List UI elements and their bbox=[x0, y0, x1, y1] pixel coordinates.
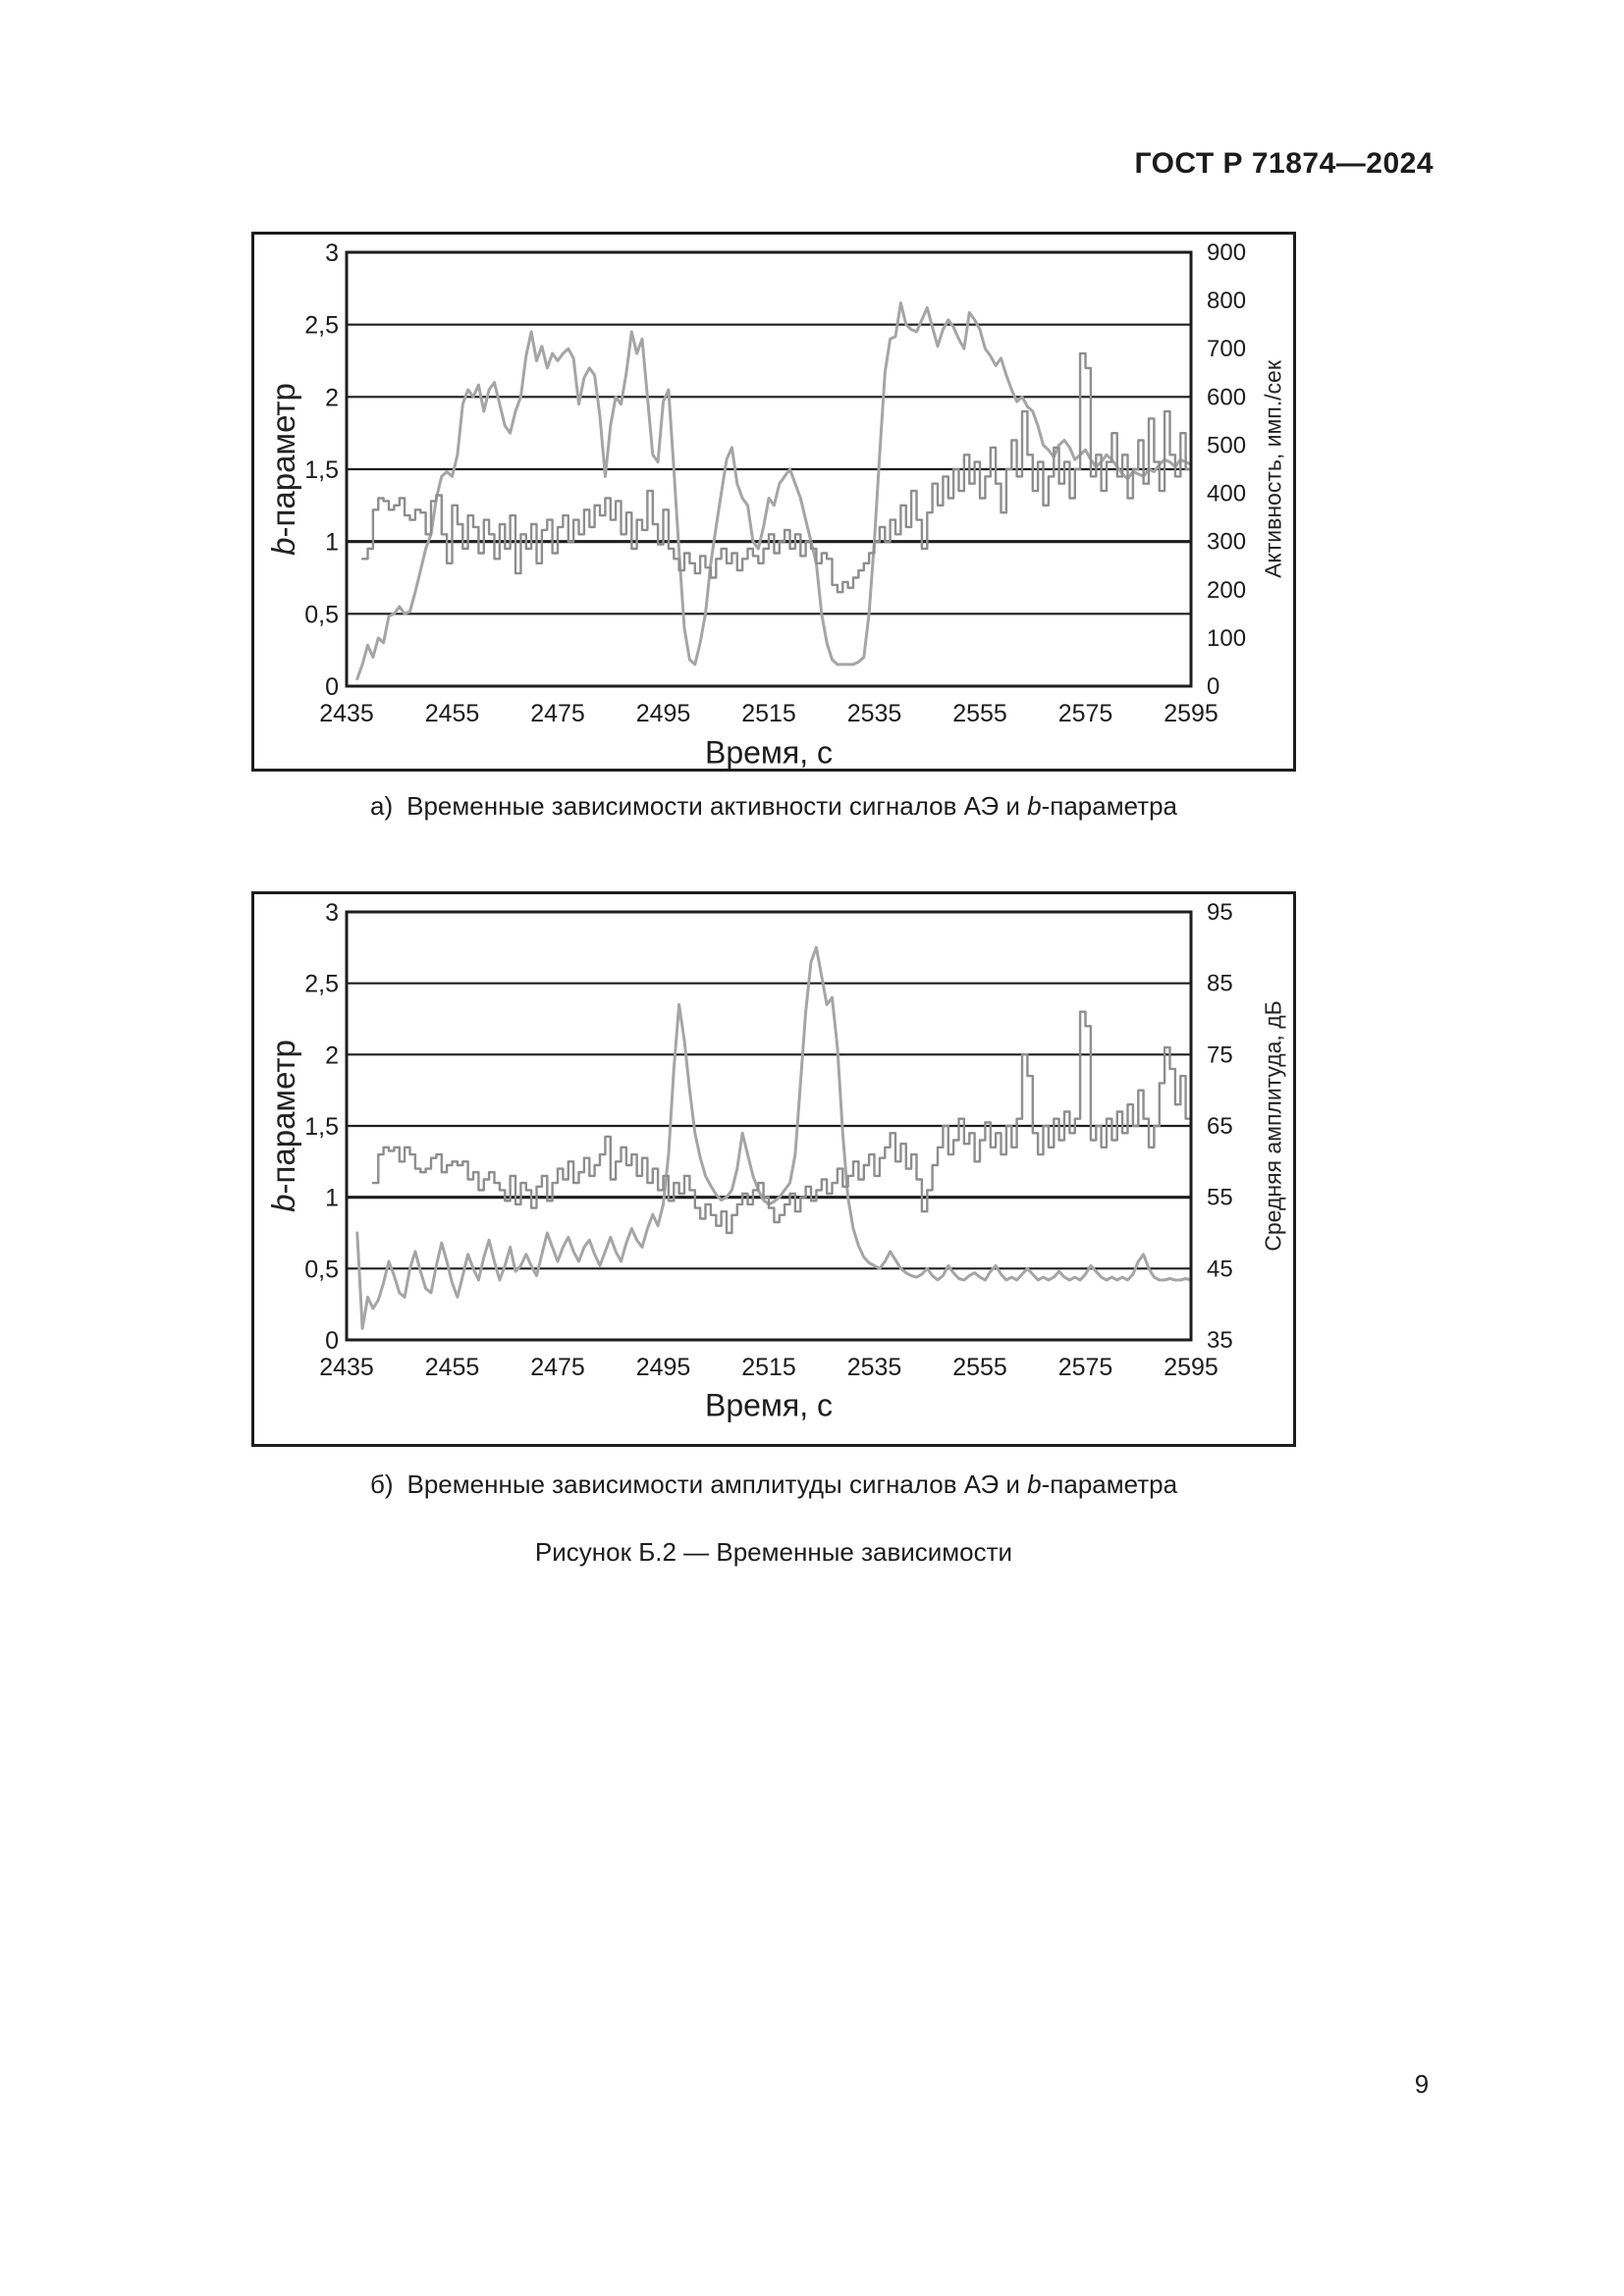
y-right-tick-label: 100 bbox=[1207, 625, 1246, 652]
y-right-tick-label: 0 bbox=[1207, 673, 1219, 700]
y-right-tick-label: 500 bbox=[1207, 432, 1246, 458]
x-tick-label: 2555 bbox=[952, 700, 1007, 727]
y-left-tick-label: 0 bbox=[325, 673, 339, 701]
y-right-tick-label: 75 bbox=[1207, 1041, 1233, 1068]
caption-a-italic-b: b bbox=[1027, 791, 1042, 821]
y-right-tick-label: 95 bbox=[1207, 899, 1233, 926]
x-tick-label: 2475 bbox=[530, 1354, 585, 1381]
x-tick-label: 2455 bbox=[425, 1354, 480, 1381]
chart-a-left-axis-title: b-параметр bbox=[265, 383, 302, 556]
y-left-tick-label: 2 bbox=[325, 384, 339, 411]
y-right-tick-label: 800 bbox=[1207, 288, 1246, 314]
y-right-tick-label: 400 bbox=[1207, 481, 1246, 507]
x-tick-label: 2435 bbox=[319, 1354, 374, 1381]
caption-b-italic-b: b bbox=[1027, 1469, 1042, 1499]
caption-a: а) Временные зависимости активности сигна… bbox=[251, 791, 1296, 822]
y-right-tick-label: 55 bbox=[1207, 1185, 1233, 1211]
chart-b-left-axis-title-italic: b bbox=[265, 1194, 301, 1212]
document-header: ГОСТ Р 71874—2024 bbox=[1134, 147, 1434, 180]
y-left-tick-label: 1,5 bbox=[304, 1113, 339, 1141]
y-left-tick-label: 3 bbox=[325, 899, 339, 927]
chart-a-left-axis-title-rest: -параметр bbox=[265, 383, 301, 538]
y-right-tick-label: 300 bbox=[1207, 529, 1246, 556]
x-tick-label: 2575 bbox=[1058, 700, 1113, 727]
chart-a-series-1 bbox=[360, 351, 1193, 594]
y-left-tick-label: 1 bbox=[325, 1185, 339, 1212]
y-left-tick-label: 0,5 bbox=[304, 1255, 339, 1283]
y-right-tick-label: 900 bbox=[1207, 240, 1246, 266]
x-tick-label: 2455 bbox=[425, 700, 480, 727]
plot-border bbox=[345, 910, 1193, 1342]
x-tick-label: 2495 bbox=[636, 1354, 691, 1381]
caption-a-text-after: -параметра bbox=[1041, 791, 1177, 821]
chart-b-left-axis-title: b-параметр bbox=[265, 1040, 302, 1212]
x-tick-label: 2475 bbox=[530, 700, 585, 727]
chart-b-x-axis-title: Время, с bbox=[704, 1387, 834, 1423]
chart-b-series-0 bbox=[355, 945, 1193, 1330]
chart-a-right-axis-title: Активность, имп./сек bbox=[1260, 360, 1286, 578]
chart-b-svg: 2435 2455 2475 2495 2515 2535 2555 2575 2595 3 2,5… bbox=[304, 899, 1233, 1381]
caption-b-text-after: -параметра bbox=[1041, 1469, 1178, 1499]
y-left-tick-label: 2,5 bbox=[304, 971, 339, 998]
chart-b-left-axis-title-rest: -параметр bbox=[265, 1040, 301, 1195]
x-tick-label: 2535 bbox=[847, 1354, 902, 1381]
y-right-tick-label: 700 bbox=[1207, 336, 1246, 362]
x-tick-label: 2595 bbox=[1164, 1354, 1218, 1381]
chart-b-series-1 bbox=[371, 1010, 1193, 1235]
y-right-tick-label: 65 bbox=[1207, 1113, 1233, 1140]
plot-border bbox=[345, 250, 1193, 688]
caption-a-text: Временные зависимости активности сигнало… bbox=[406, 791, 1028, 821]
page-number: 9 bbox=[1414, 2069, 1430, 2099]
y-right-tick-label: 85 bbox=[1207, 971, 1233, 997]
y-right-tick-label: 200 bbox=[1207, 577, 1246, 604]
x-tick-label: 2535 bbox=[847, 700, 902, 727]
figure-caption: Рисунок Б.2 — Временные зависимости bbox=[534, 1537, 1013, 1567]
y-right-tick-label: 35 bbox=[1207, 1327, 1233, 1354]
caption-b: б) Временные зависимости амплитуды сигнал… bbox=[251, 1469, 1296, 1500]
figure-a-box: 2435 2455 2475 2495 2515 2535 2555 2575 2595 3 2,5… bbox=[251, 232, 1296, 772]
x-tick-label: 2575 bbox=[1058, 1354, 1113, 1381]
caption-b-prefix: б) bbox=[369, 1469, 394, 1499]
chart-b-right-axis-title: Средняя амплитуда, дБ bbox=[1260, 1000, 1286, 1252]
chart-a-left-axis-title-italic: b bbox=[265, 537, 301, 556]
caption-b-text: Временные зависимости амплитуды сигналов… bbox=[406, 1469, 1028, 1499]
x-tick-label: 2515 bbox=[741, 1354, 796, 1381]
y-right-tick-label: 600 bbox=[1207, 384, 1246, 410]
y-left-tick-label: 2,5 bbox=[304, 312, 339, 340]
chart-a-plot-area: 2435 2455 2475 2495 2515 2535 2555 2575 2595 3 2,5… bbox=[254, 235, 1299, 779]
chart-b-plot-area: 2435 2455 2475 2495 2515 2535 2555 2575 2595 3 2,5… bbox=[254, 894, 1299, 1455]
y-left-tick-label: 1,5 bbox=[304, 456, 339, 484]
y-left-tick-label: 2 bbox=[325, 1041, 339, 1069]
x-tick-label: 2555 bbox=[952, 1354, 1007, 1381]
y-left-tick-label: 1 bbox=[325, 529, 339, 557]
chart-a-series-0 bbox=[355, 301, 1193, 681]
y-right-tick-label: 45 bbox=[1207, 1255, 1233, 1282]
figure-b-box: 2435 2455 2475 2495 2515 2535 2555 2575 2595 3 2,5… bbox=[251, 891, 1296, 1447]
caption-a-prefix: а) bbox=[370, 791, 394, 821]
chart-a-x-axis-title: Время, с bbox=[704, 734, 834, 771]
y-left-tick-label: 0 bbox=[325, 1327, 339, 1355]
x-tick-label: 2495 bbox=[636, 700, 691, 727]
chart-a-svg: 2435 2455 2475 2495 2515 2535 2555 2575 2595 3 2,5… bbox=[304, 240, 1246, 727]
y-left-tick-label: 3 bbox=[325, 240, 339, 267]
x-tick-label: 2435 bbox=[319, 700, 374, 727]
x-tick-label: 2595 bbox=[1164, 700, 1218, 727]
x-tick-label: 2515 bbox=[741, 700, 796, 727]
y-left-tick-label: 0,5 bbox=[304, 601, 339, 628]
